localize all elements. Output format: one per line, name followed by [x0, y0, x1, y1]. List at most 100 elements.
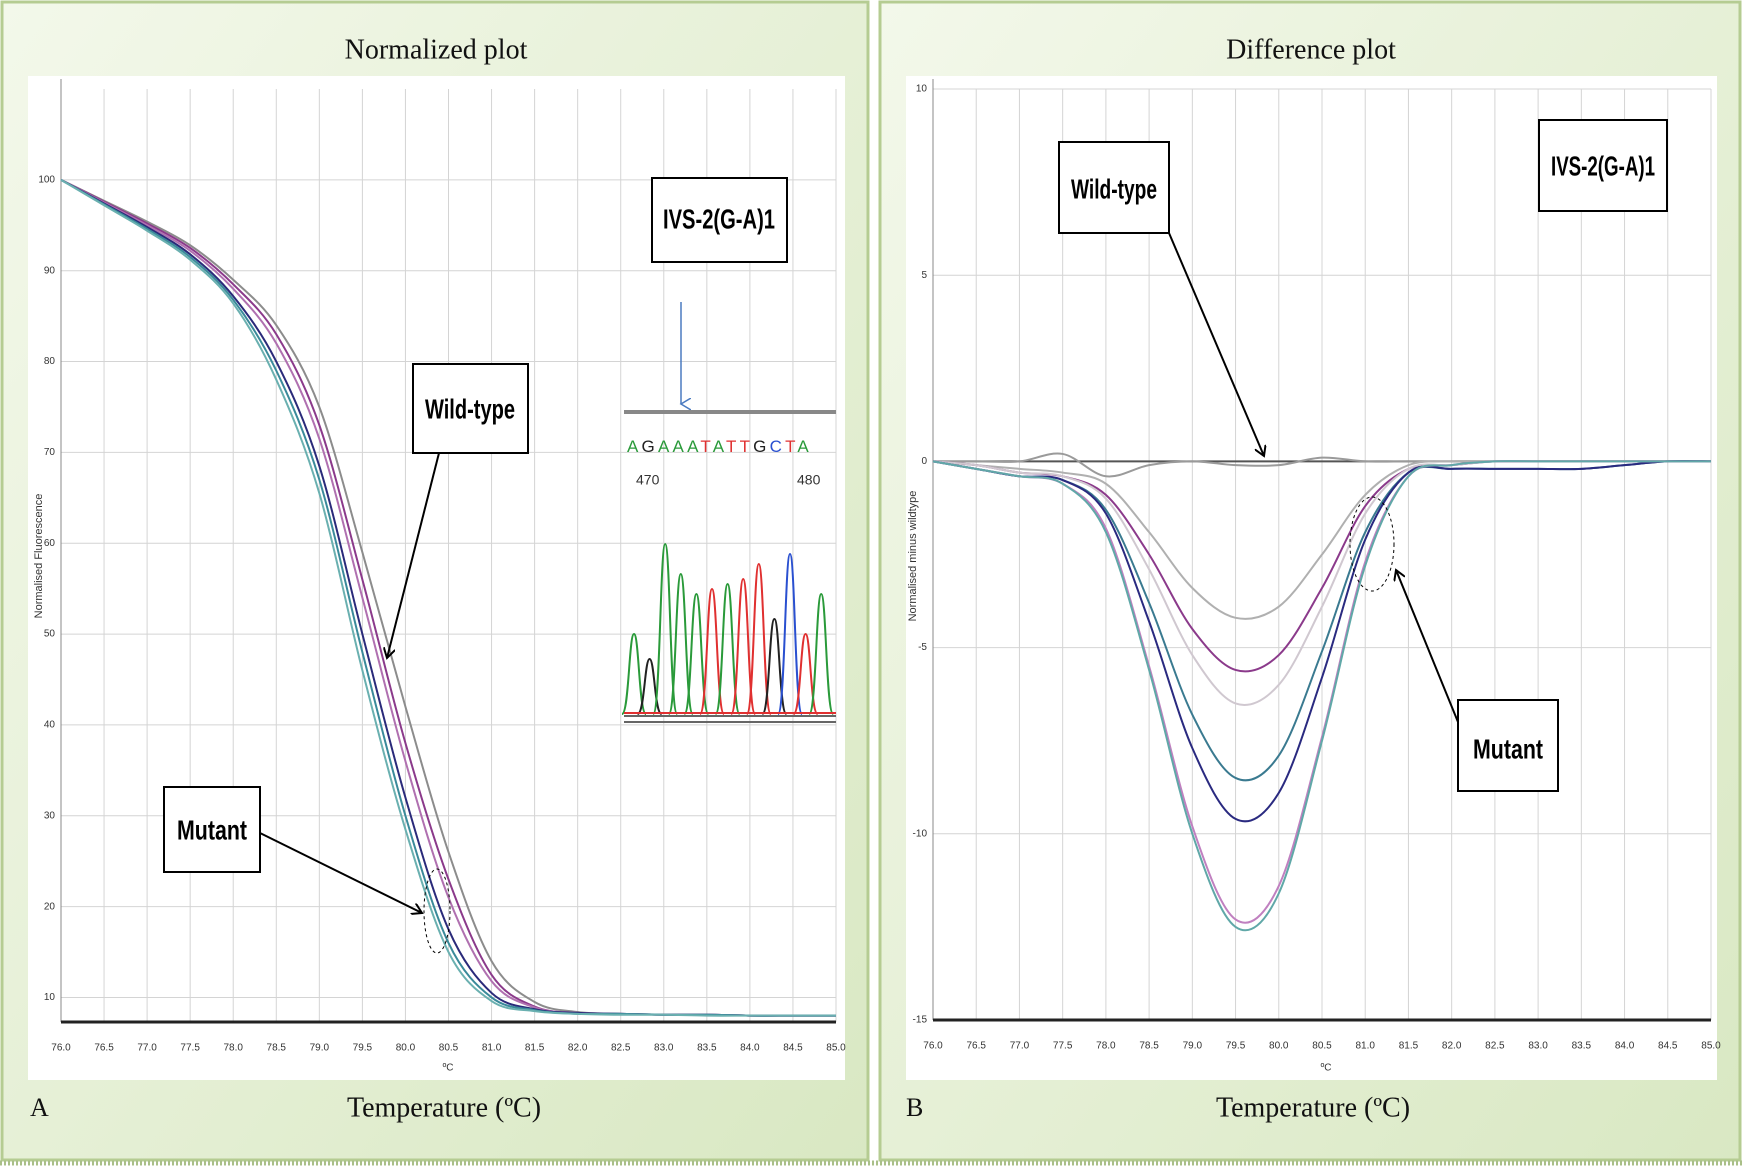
x-tick-label: 83.0	[654, 1043, 674, 1054]
x-tick-label: 77.5	[1053, 1041, 1073, 1052]
mutant-label: Mutant	[177, 814, 247, 845]
x-tick-label: 81.5	[525, 1043, 545, 1054]
mutant-label: Mutant	[1473, 733, 1543, 764]
x-tick-label: 84.5	[783, 1043, 803, 1054]
y-tick-label: 0	[921, 456, 927, 467]
annotation-box	[412, 363, 529, 454]
y-tick-label: 70	[44, 447, 56, 458]
x-tick-label: 77.0	[137, 1043, 157, 1054]
x-tick-label: 77.0	[1010, 1041, 1030, 1052]
x-tick-label: 76.0	[51, 1043, 71, 1054]
sequence: AGAAATATTGCTA	[627, 437, 812, 456]
y-axis-label: Normalised minus wildtype	[907, 491, 919, 622]
chromatogram-peak	[714, 582, 741, 715]
x-tick-label: 82.0	[568, 1043, 588, 1054]
y-tick-label: -15	[913, 1015, 928, 1026]
x-tick-label: 84.5	[1658, 1041, 1678, 1052]
sequence-position: 480	[797, 472, 821, 488]
chromatogram-peak	[699, 587, 725, 715]
series-line	[932, 460, 1712, 823]
y-tick-label: 10	[44, 992, 56, 1003]
x-tick-label: 79.0	[1183, 1041, 1203, 1052]
panel-label: A	[30, 1093, 49, 1122]
x-tick-label: 83.5	[697, 1043, 717, 1054]
annotation-box	[163, 786, 261, 873]
x-unit-label: ºC	[1321, 1063, 1332, 1074]
chromatogram-peak	[621, 632, 647, 715]
x-tick-label: 80.5	[1312, 1041, 1332, 1052]
x-axis-label: Temperature (ºC)	[1216, 1092, 1410, 1123]
chromatogram-peak	[777, 552, 803, 715]
highlight-ellipse	[423, 868, 451, 954]
mutation-label: IVS-2(G-A)1	[663, 203, 775, 234]
x-axis-label: Temperature (ºC)	[347, 1092, 541, 1123]
y-tick-label: 100	[38, 174, 55, 185]
x-tick-label: 78.0	[223, 1043, 243, 1054]
y-tick-label: 30	[44, 810, 56, 821]
x-tick-label: 80.0	[1269, 1041, 1289, 1052]
x-tick-label: 79.5	[1226, 1041, 1246, 1052]
panel-label: B	[906, 1093, 923, 1122]
y-tick-label: 5	[921, 270, 927, 281]
annotation-box	[1538, 119, 1668, 212]
x-tick-label: 76.0	[923, 1041, 943, 1052]
wild-type-label: Wild-type	[425, 393, 515, 424]
y-tick-label: 40	[44, 720, 56, 731]
x-tick-label: 81.0	[482, 1043, 502, 1054]
x-tick-label: 81.0	[1355, 1041, 1375, 1052]
x-tick-label: 76.5	[966, 1041, 986, 1052]
y-tick-label: 50	[44, 629, 56, 640]
x-tick-label: 85.0	[826, 1043, 846, 1054]
chromatogram-peak	[683, 592, 710, 715]
y-tick-label: -10	[913, 828, 928, 839]
x-tick-label: 76.5	[94, 1043, 114, 1054]
wild-type-label: Wild-type	[1071, 173, 1157, 204]
y-axis-label: Normalised Fluorescence	[33, 494, 45, 619]
y-tick-label: 80	[44, 356, 56, 367]
mutation-label: IVS-2(G-A)1	[1551, 150, 1655, 181]
x-tick-label: 79.5	[353, 1043, 373, 1054]
chart-title: Normalized plot	[345, 34, 528, 65]
x-unit-label: ºC	[443, 1063, 454, 1074]
x-tick-label: 79.0	[310, 1043, 330, 1054]
y-tick-label: 10	[916, 84, 928, 95]
x-tick-label: 80.5	[439, 1043, 459, 1054]
annotation-arrow	[1396, 570, 1459, 723]
annotation-box	[1457, 699, 1559, 792]
chart-title: Difference plot	[1226, 34, 1396, 65]
annotation-box	[1058, 141, 1170, 234]
chromatogram	[621, 542, 836, 715]
annotation-arrow	[259, 832, 422, 913]
highlight-ellipse	[1349, 496, 1395, 592]
y-tick-label: 90	[44, 265, 56, 276]
chromatogram-peak	[808, 592, 835, 715]
x-tick-label: 82.5	[1485, 1041, 1505, 1052]
x-tick-label: 84.0	[740, 1043, 760, 1054]
series-line	[932, 460, 1711, 932]
x-tick-label: 82.0	[1442, 1041, 1462, 1052]
y-tick-label: 60	[44, 538, 56, 549]
x-tick-label: 80.0	[396, 1043, 416, 1054]
x-tick-label: 84.0	[1615, 1041, 1635, 1052]
chromatogram-peak	[745, 562, 772, 715]
chart-b: 76.0 76.5 77.0 77.5 78.0 78.5 79.0 79.5 80.0 80.5…	[913, 79, 1721, 1052]
chromatogram-peak	[652, 542, 679, 715]
x-tick-label: 81.5	[1399, 1041, 1419, 1052]
x-tick-label: 78.0	[1096, 1041, 1116, 1052]
x-tick-label: 85.0	[1701, 1041, 1721, 1052]
y-tick-label: 20	[44, 901, 56, 912]
annotation-arrow	[1168, 232, 1264, 456]
y-tick-label: -5	[918, 642, 927, 653]
chromatogram-peak	[667, 572, 694, 715]
x-tick-label: 83.5	[1572, 1041, 1592, 1052]
x-tick-label: 78.5	[267, 1043, 287, 1054]
annotation-arrow	[387, 452, 440, 658]
annotation-box	[651, 177, 788, 263]
sequence-position: 470	[636, 472, 660, 488]
series-line	[60, 178, 836, 1017]
x-tick-label: 77.5	[180, 1043, 200, 1054]
x-tick-label: 82.5	[611, 1043, 631, 1054]
chart-a: 76.0 76.5 77.0 77.5 78.0 78.5 79.0 79.5 80.0 80.5…	[38, 79, 846, 1054]
x-tick-label: 83.0	[1528, 1041, 1548, 1052]
